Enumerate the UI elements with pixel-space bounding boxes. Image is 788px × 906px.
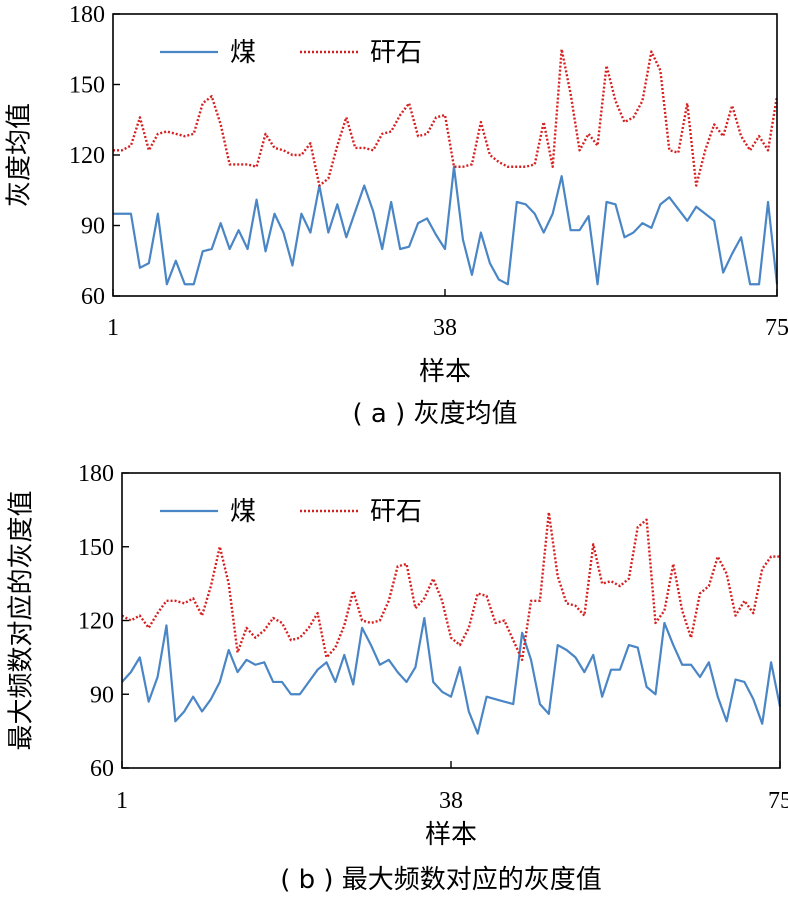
y-tick-label: 150: [78, 535, 114, 561]
legend-label: 煤: [230, 38, 256, 68]
y-tick-label: 60: [90, 756, 114, 782]
figure-caption: ( a ) 灰度均值: [352, 399, 517, 429]
y-tick-label: 90: [81, 214, 105, 240]
plot-frame: [112, 13, 778, 297]
y-tick-label: 60: [81, 284, 105, 310]
x-tick-label: 38: [433, 315, 457, 341]
legend: 煤 矸石: [160, 38, 422, 68]
x-tick-label: 38: [439, 788, 463, 814]
chart-panel-1: 60 90 120 150 180 1 38 75 样本 最大频数对应的灰度值 ( b ) 最大频数…: [7, 461, 788, 895]
x-axis-label: 样本: [425, 820, 477, 850]
legend-label: 煤: [230, 497, 256, 527]
legend: 煤 矸石: [160, 497, 422, 527]
x-tick-label: 1: [107, 315, 119, 341]
x-axis-label: 样本: [419, 357, 471, 387]
x-tick-label: 75: [765, 315, 788, 341]
x-tick-label: 1: [116, 788, 128, 814]
chart-panel-0: 60 90 120 150 180 1 38 75 样本 灰度均值 ( a ) 灰度均值 煤 矸石: [5, 2, 788, 429]
figure-caption: ( b ) 最大频数对应的灰度值: [280, 865, 602, 895]
y-tick-label: 150: [69, 73, 105, 99]
plot-frame: [121, 472, 781, 769]
y-tick-label: 180: [69, 2, 105, 28]
y-tick-label: 180: [78, 461, 114, 487]
y-axis-label: 最大频数对应的灰度值: [7, 490, 37, 750]
y-tick-label: 90: [90, 682, 114, 708]
series-line-coal: [121, 616, 782, 735]
series-line-gangue: [113, 48, 779, 187]
series-line-gangue: [121, 511, 780, 662]
y-tick-label: 120: [78, 609, 114, 635]
series-line-coal: [113, 165, 779, 286]
y-tick-label: 120: [69, 143, 105, 169]
y-axis-label: 灰度均值: [5, 103, 35, 207]
legend-label: 矸石: [370, 38, 422, 68]
x-tick-label: 75: [768, 788, 788, 814]
legend-label: 矸石: [370, 497, 422, 527]
